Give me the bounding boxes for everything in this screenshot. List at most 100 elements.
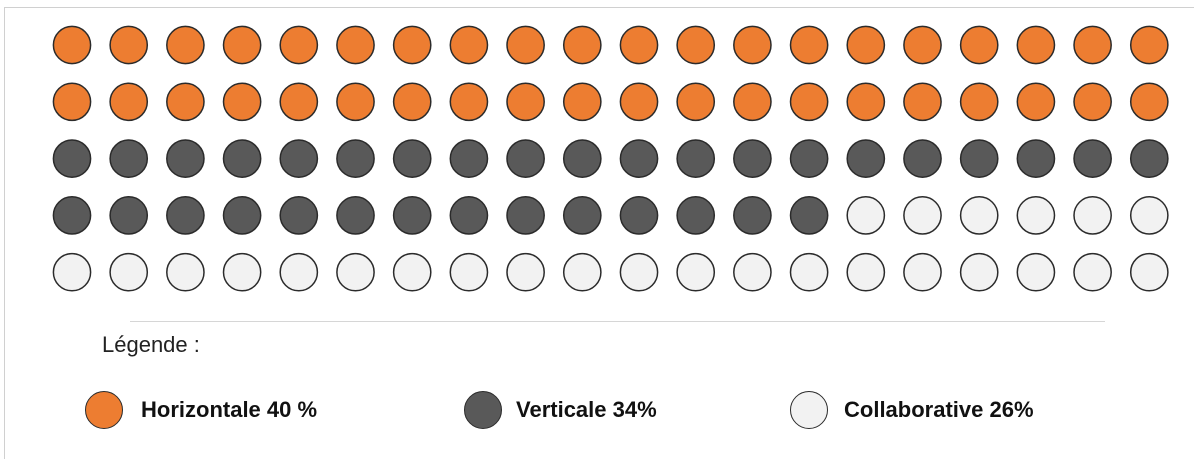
waffle-cell-horizontal [903,82,942,122]
waffle-cell-horizontal [52,25,92,65]
legend-swatch-collaborative [790,391,828,429]
waffle-cell-horizontal [1073,82,1112,122]
waffle-cell-horizontal [619,82,659,122]
waffle-cell-horizontal [392,82,432,122]
waffle-cell-horizontal [506,25,545,65]
waffle-cell-vertical [222,139,262,178]
legend-title: Légende : [102,332,200,357]
waffle-cell-horizontal [279,82,319,122]
waffle-cell-vertical [619,139,659,178]
waffle-cell-vertical [846,139,886,178]
waffle-cell-horizontal [166,82,205,122]
waffle-cell-vertical [733,196,772,235]
waffle-cell-vertical [789,196,829,235]
waffle-cell-collaborative [1129,196,1169,235]
waffle-cell-horizontal [789,25,829,65]
waffle-cell-collaborative [109,252,149,292]
waffle-cell-collaborative [166,252,205,292]
waffle-cell-vertical [619,196,659,235]
waffle-cell-horizontal [52,82,92,122]
waffle-cell-collaborative [1016,252,1056,292]
waffle-cell-horizontal [392,25,432,65]
waffle-cell-vertical [562,196,602,235]
waffle-cell-collaborative [789,252,829,292]
waffle-cell-horizontal [449,25,489,65]
waffle-cell-vertical [903,139,942,178]
waffle-cell-vertical [676,196,716,235]
waffle-cell-collaborative [846,196,886,235]
waffle-cell-collaborative [676,252,716,292]
waffle-cell-collaborative [903,252,942,292]
legend-item-vertical: Verticale 34% [464,390,657,430]
waffle-cell-horizontal [903,25,942,65]
legend-label-collaborative: Collaborative 26% [844,397,1034,422]
waffle-cell-horizontal [166,25,205,65]
waffle-cell-horizontal [1073,25,1112,65]
waffle-cell-horizontal [676,25,716,65]
waffle-cell-collaborative [336,252,375,292]
waffle-cell-vertical [166,139,205,178]
waffle-cell-horizontal [336,82,375,122]
waffle-cell-vertical [506,139,545,178]
waffle-cell-horizontal [1129,25,1169,65]
waffle-cell-vertical [449,196,489,235]
waffle-cell-collaborative [733,252,772,292]
waffle-cell-horizontal [109,82,149,122]
waffle-cell-horizontal [1129,82,1169,122]
waffle-cell-vertical [52,196,92,235]
waffle-cell-horizontal [109,25,149,65]
waffle-cell-vertical [676,139,716,178]
waffle-cell-horizontal [279,25,319,65]
waffle-cell-vertical [279,139,319,178]
waffle-cell-horizontal [1016,25,1056,65]
waffle-cell-collaborative [222,252,262,292]
waffle-cell-collaborative [52,252,92,292]
waffle-cell-collaborative [1073,252,1112,292]
waffle-cell-vertical [336,196,375,235]
waffle-cell-horizontal [733,25,772,65]
legend-item-collaborative: Collaborative 26% [790,390,1034,430]
waffle-cell-horizontal [959,25,999,65]
waffle-cell-collaborative [903,196,942,235]
waffle-cell-vertical [449,139,489,178]
legend-label-horizontal: Horizontale 40 % [141,397,318,422]
waffle-cell-collaborative [619,252,659,292]
waffle-cell-collaborative [506,252,545,292]
waffle-cell-horizontal [846,25,886,65]
waffle-cell-horizontal [959,82,999,122]
waffle-cell-collaborative [1129,252,1169,292]
waffle-cell-vertical [1073,139,1112,178]
legend-swatch-vertical [464,391,502,429]
waffle-cell-horizontal [222,82,262,122]
waffle-cell-horizontal [1016,82,1056,122]
waffle-cell-horizontal [506,82,545,122]
legend-swatch-horizontal [85,391,123,429]
waffle-cell-collaborative [1073,196,1112,235]
waffle-cell-vertical [279,196,319,235]
waffle-cell-vertical [336,139,375,178]
waffle-cell-collaborative [562,252,602,292]
legend-label-vertical: Verticale 34% [516,397,657,422]
waffle-cell-vertical [506,196,545,235]
waffle-cell-vertical [52,139,92,178]
waffle-cell-vertical [1129,139,1169,178]
legend-item-horizontal: Horizontale 40 % [85,390,317,430]
waffle-cell-horizontal [846,82,886,122]
waffle-cell-vertical [789,139,829,178]
legend-divider [130,321,1105,322]
waffle-cell-collaborative [846,252,886,292]
chart-frame [4,7,1194,459]
waffle-cell-collaborative [279,252,319,292]
waffle-cell-collaborative [392,252,432,292]
waffle-cell-vertical [166,196,205,235]
waffle-cell-vertical [959,139,999,178]
waffle-cell-horizontal [562,25,602,65]
waffle-cell-collaborative [959,252,999,292]
waffle-cell-vertical [109,139,149,178]
waffle-cell-horizontal [789,82,829,122]
waffle-cell-vertical [109,196,149,235]
waffle-cell-horizontal [733,82,772,122]
waffle-cell-horizontal [449,82,489,122]
waffle-cell-collaborative [1016,196,1056,235]
waffle-cell-vertical [392,196,432,235]
